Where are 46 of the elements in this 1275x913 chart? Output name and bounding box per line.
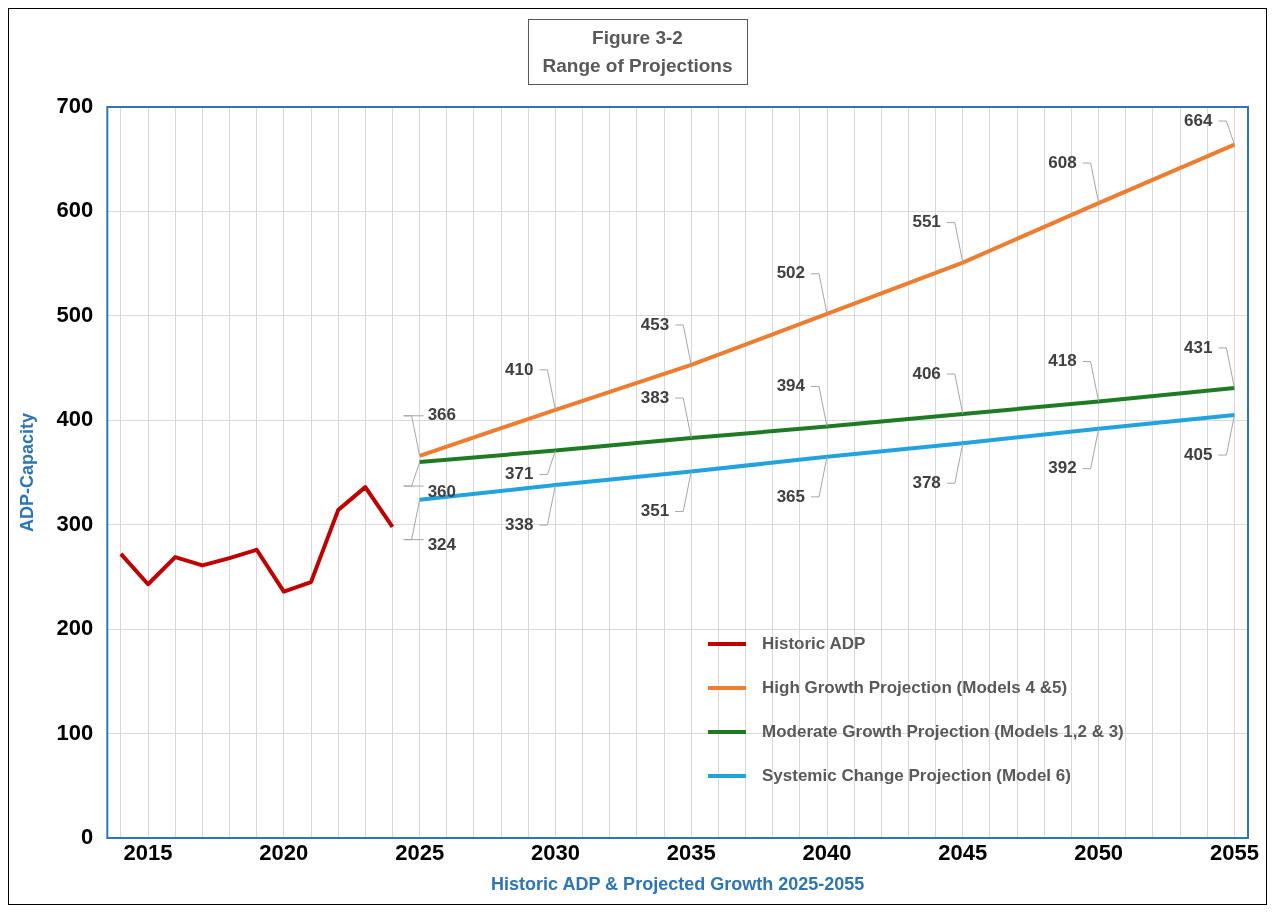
chart-subtitle: Range of Projections (542, 54, 733, 78)
y-tick-label: 0 (81, 824, 94, 850)
x-tick-label: 2045 (938, 840, 988, 866)
data-label: 405 (1184, 444, 1213, 464)
x-tick-label: 2025 (395, 840, 445, 866)
data-label: 378 (912, 472, 941, 492)
data-label: 406 (912, 363, 941, 383)
data-label: 371 (505, 464, 534, 484)
x-tick-label: 2050 (1074, 840, 1124, 866)
data-label: 551 (912, 212, 941, 232)
data-label: 664 (1184, 110, 1213, 130)
legend-label: Systemic Change Projection (Model 6) (762, 765, 1071, 785)
data-label: 418 (1048, 351, 1077, 371)
data-label: 392 (1048, 458, 1077, 478)
data-label: 338 (505, 514, 534, 534)
data-label: 383 (640, 387, 670, 407)
x-tick-label: 2035 (666, 840, 716, 866)
y-tick-label: 100 (56, 719, 94, 745)
y-tick-label: 600 (56, 197, 94, 223)
y-tick-label: 300 (56, 510, 94, 536)
data-label: 366 (427, 405, 457, 425)
legend-label: Historic ADP (762, 633, 866, 653)
data-label: 360 (427, 481, 457, 501)
data-label: 394 (776, 376, 806, 396)
data-label: 410 (505, 359, 534, 379)
x-tick-label: 2015 (123, 840, 173, 866)
data-label: 365 (776, 486, 806, 506)
data-label: 351 (640, 501, 670, 521)
data-label: 502 (776, 263, 806, 283)
x-axis-title: Historic ADP & Projected Growth 2025-2055 (491, 874, 865, 895)
legend-label: High Growth Projection (Models 4 &5) (762, 677, 1068, 697)
data-label: 324 (427, 535, 457, 555)
chart-title: Figure 3-2 (591, 26, 684, 50)
x-tick-label: 2040 (802, 840, 852, 866)
x-tick-label: 2020 (259, 840, 309, 866)
data-label: 431 (1184, 337, 1213, 357)
x-tick-label: 2030 (530, 840, 580, 866)
y-tick-label: 700 (56, 93, 94, 119)
legend-label: Moderate Growth Projection (Models 1,2 & 3) (762, 721, 1124, 741)
y-tick-label: 500 (56, 301, 94, 327)
y-tick-label: 200 (56, 615, 94, 641)
y-tick-label: 400 (56, 406, 94, 432)
y-axis-title: ADP-Capacity (16, 412, 37, 533)
data-label: 453 (640, 314, 670, 334)
data-label: 608 (1048, 152, 1077, 172)
x-tick-label: 2055 (1209, 840, 1259, 866)
